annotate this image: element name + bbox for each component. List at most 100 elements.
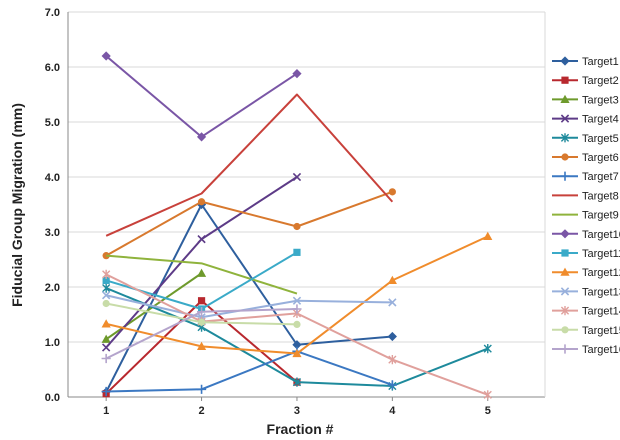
y-tick-label: 1.0 xyxy=(45,337,60,349)
series-line xyxy=(106,350,393,393)
data-point xyxy=(388,188,396,196)
legend-label: Target3 xyxy=(582,94,619,106)
legend-item-target6: Target6 xyxy=(552,152,619,164)
y-tick-label: 2.0 xyxy=(45,282,60,294)
data-point xyxy=(197,198,206,206)
data-point xyxy=(483,390,492,400)
y-tick-label: 7.0 xyxy=(45,7,60,19)
y-tick-label: 6.0 xyxy=(45,62,60,74)
legend-label: Target12 xyxy=(582,267,620,279)
data-point xyxy=(196,307,207,317)
data-point xyxy=(483,344,492,354)
data-point xyxy=(101,334,111,343)
data-point xyxy=(560,306,570,316)
series-target8 xyxy=(105,93,394,237)
data-point xyxy=(102,299,110,308)
data-point xyxy=(101,353,111,364)
legend-label: Target9 xyxy=(582,210,619,222)
x-tick-label: 5 xyxy=(485,405,491,417)
data-point xyxy=(560,287,570,296)
legend-label: Target6 xyxy=(582,152,619,164)
data-point xyxy=(560,229,570,239)
legend-label: Target10 xyxy=(582,229,620,241)
series-lines xyxy=(101,51,493,400)
data-point xyxy=(388,355,397,365)
series-target9 xyxy=(106,254,298,295)
data-point xyxy=(197,297,206,305)
data-point xyxy=(292,340,302,350)
x-tick-label: 1 xyxy=(103,405,109,417)
legend-label: Target5 xyxy=(582,133,619,145)
legend-item-target3: Target3 xyxy=(552,94,619,106)
legend-item-target9: Target9 xyxy=(552,210,619,222)
data-point xyxy=(101,319,111,328)
series-line xyxy=(106,254,298,295)
data-point xyxy=(292,172,302,182)
legend-item-target15: Target15 xyxy=(552,325,620,337)
legend-label: Target16 xyxy=(582,344,620,356)
legend-label: Target7 xyxy=(582,171,619,183)
series-target12 xyxy=(101,231,493,358)
series-line xyxy=(105,93,394,237)
legend-item-target14: Target14 xyxy=(552,306,620,318)
x-axis-title: Fraction # xyxy=(267,421,334,437)
data-point xyxy=(292,304,302,314)
data-point xyxy=(387,331,397,342)
series-line xyxy=(105,273,489,396)
data-point xyxy=(102,276,110,284)
data-point xyxy=(197,318,206,326)
data-point xyxy=(102,269,111,279)
data-point xyxy=(197,234,206,244)
y-axis-title: Fiducial Group Migration (mm) xyxy=(9,103,25,307)
series-line xyxy=(105,190,393,257)
data-point xyxy=(560,171,570,181)
data-point xyxy=(293,222,301,231)
series-target13 xyxy=(101,291,397,322)
legend-item-target12: Target12 xyxy=(552,267,620,279)
y-tick-label: 3.0 xyxy=(45,227,60,239)
series-target4 xyxy=(101,172,302,352)
data-point xyxy=(388,298,397,307)
data-point xyxy=(561,153,569,161)
legend-item-target8: Target8 xyxy=(552,190,619,202)
legend-item-target16: Target16 xyxy=(552,344,620,356)
data-point xyxy=(101,386,111,397)
legend-label: Target13 xyxy=(582,286,620,298)
tick-labels: 0.0 1.0 2.0 3.0 4.0 5.0 6.0 7.0 1 2 3 4 5 xyxy=(45,7,491,417)
data-point xyxy=(102,283,111,293)
legend-label: Target15 xyxy=(582,325,620,337)
legend-label: Target11 xyxy=(582,248,620,260)
legend: Target1 Target2 Target3 Target4 Target5 Targe… xyxy=(552,56,620,356)
legend-item-target7: Target7 xyxy=(552,171,619,183)
data-point xyxy=(196,341,207,350)
legend-item-target10: Target10 xyxy=(552,229,620,241)
grid-lines xyxy=(68,11,545,343)
axes xyxy=(67,12,546,401)
data-point xyxy=(196,384,207,394)
y-tick-label: 4.0 xyxy=(45,172,60,184)
data-point xyxy=(292,377,302,387)
series-target16 xyxy=(101,304,302,364)
data-point xyxy=(101,291,111,300)
data-point xyxy=(560,344,570,354)
legend-item-target11: Target11 xyxy=(552,248,620,260)
data-point xyxy=(561,326,569,334)
legend-item-target13: Target13 xyxy=(552,286,620,298)
data-point xyxy=(196,132,207,142)
data-point xyxy=(483,231,493,240)
legend-label: Target14 xyxy=(582,306,620,318)
data-point xyxy=(387,380,397,390)
data-point xyxy=(293,320,301,328)
data-point xyxy=(560,94,570,103)
series-target1 xyxy=(101,199,397,397)
data-point xyxy=(292,296,302,305)
legend-label: Target4 xyxy=(582,114,619,126)
x-tick-label: 3 xyxy=(294,405,300,417)
data-point xyxy=(101,343,111,352)
data-point xyxy=(196,268,207,277)
series-target10 xyxy=(101,51,302,142)
y-tick-label: 0.0 xyxy=(45,392,60,404)
data-point xyxy=(101,51,111,61)
legend-item-target1: Target1 xyxy=(552,56,619,68)
